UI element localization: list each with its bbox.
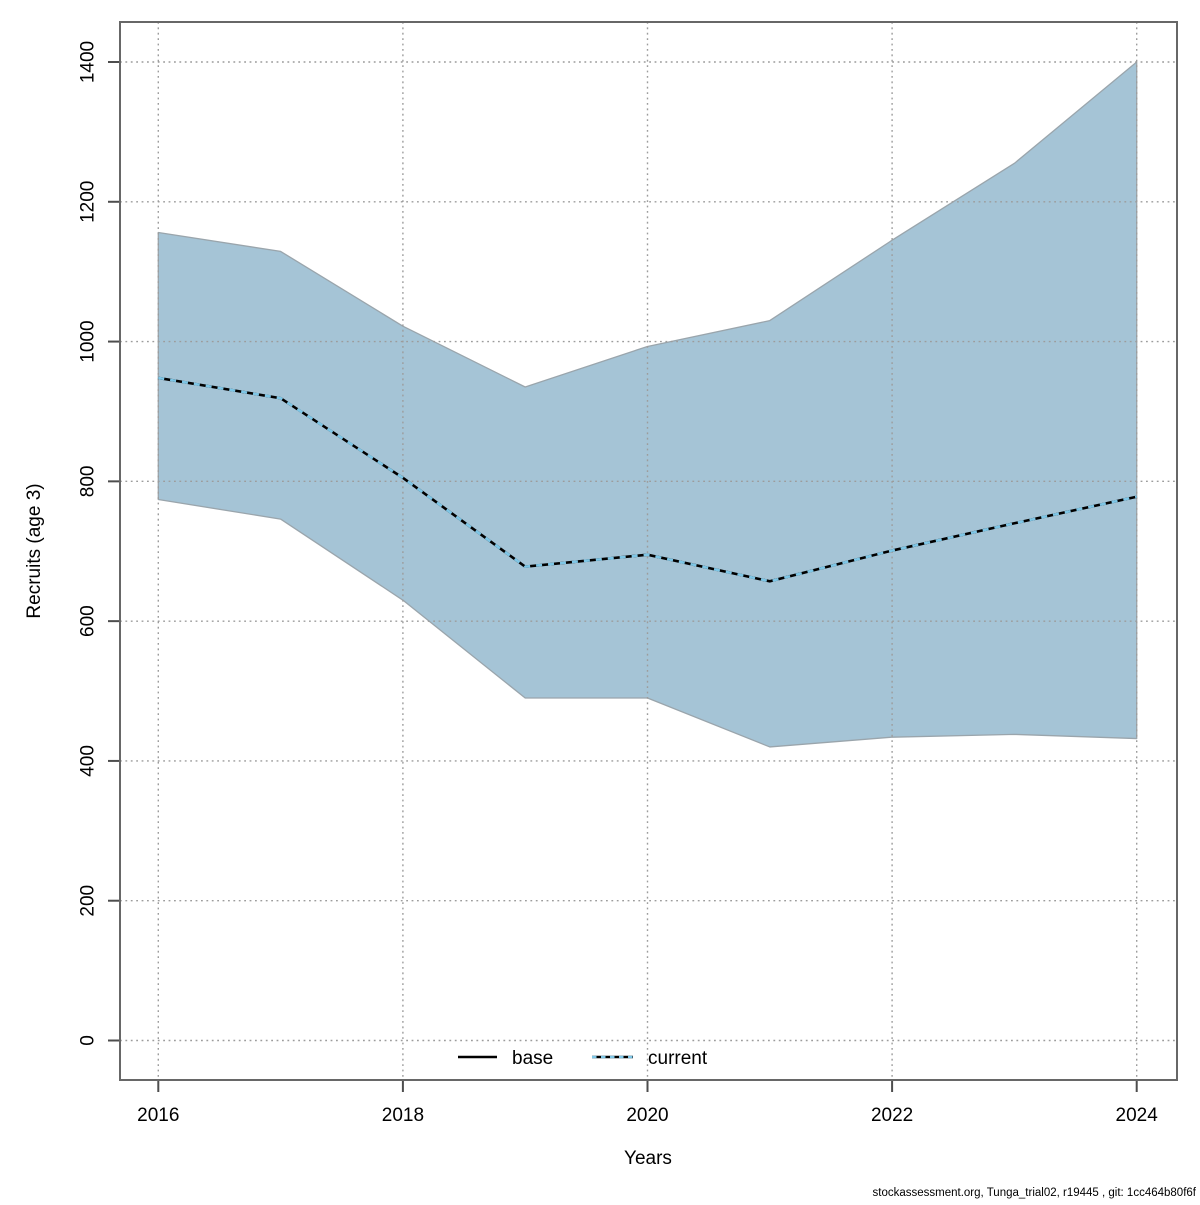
axis-ticks xyxy=(108,60,1138,1092)
x-axis-tick-label: 2016 xyxy=(137,1105,179,1126)
x-axis-tick-label: 2018 xyxy=(382,1105,424,1126)
legend: base current xyxy=(458,1048,708,1069)
x-axis-tick-label: 2024 xyxy=(1116,1105,1159,1126)
y-axis-title: Recruits (age 3) xyxy=(24,483,45,618)
y-axis-tick-label: 800 xyxy=(78,466,99,498)
median-lines xyxy=(158,376,1137,583)
axis-tick-labels: 0 200 400 600 800 1000 1200 1400 2016 2018 2020 202… xyxy=(78,41,1159,1126)
y-axis-tick-label: 200 xyxy=(78,885,99,917)
x-axis-title: Years xyxy=(624,1148,672,1169)
y-axis-tick-label: 0 xyxy=(78,1035,99,1046)
x-axis-tick-label: 2022 xyxy=(871,1105,913,1126)
plot-border-box xyxy=(119,21,1178,1081)
legend-base-label: base xyxy=(512,1048,553,1069)
y-axis-tick-label: 600 xyxy=(78,605,99,637)
current-median-line xyxy=(158,376,1137,583)
legend-item-current: current xyxy=(592,1048,708,1069)
footer-citation: stockassessment.org, Tunga_trial02, r194… xyxy=(873,1187,1197,1199)
x-axis-tick-label: 2020 xyxy=(626,1105,668,1126)
y-axis-tick-label: 1400 xyxy=(78,41,99,83)
y-axis-tick-label: 1000 xyxy=(78,320,99,362)
y-axis-tick-label: 1200 xyxy=(78,181,99,223)
y-axis-tick-label: 400 xyxy=(78,745,99,777)
gridlines xyxy=(120,22,1177,1080)
legend-current-label: current xyxy=(648,1048,708,1069)
legend-item-base: base xyxy=(458,1048,553,1069)
